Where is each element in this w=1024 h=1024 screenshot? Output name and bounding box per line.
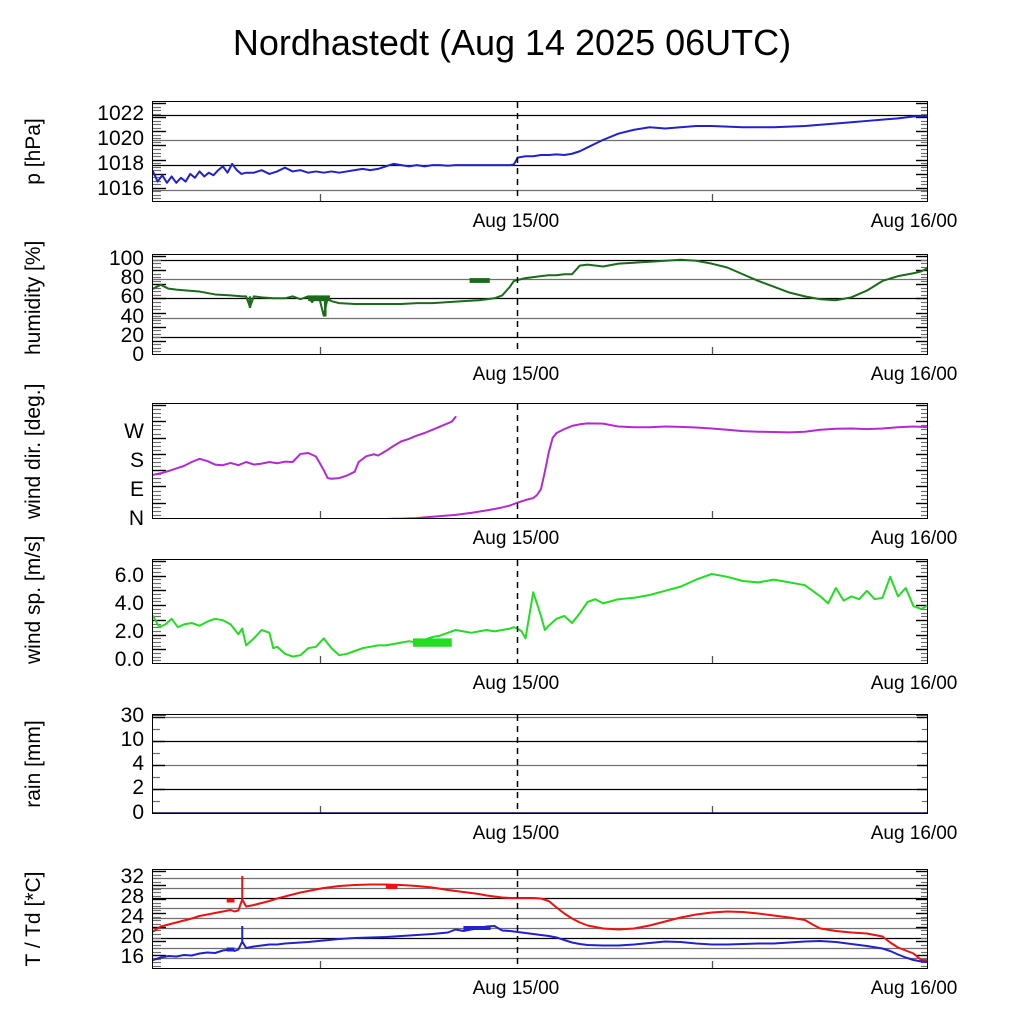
plot-area-wind_speed xyxy=(152,559,928,664)
xtick-label: Aug 15/00 xyxy=(472,528,560,549)
ytick-label: S xyxy=(129,449,144,472)
xtick-label: Aug 16/00 xyxy=(870,673,958,694)
ytick-label: 28 xyxy=(120,884,144,908)
xtick-label: Aug 15/00 xyxy=(472,823,560,844)
xtick-label: Aug 15/00 xyxy=(472,364,560,385)
ytick-label: 10 xyxy=(120,727,144,751)
xtick-label: Aug 16/00 xyxy=(870,364,958,385)
ytick-label: 0 xyxy=(132,343,144,366)
ytick-label: 40 xyxy=(120,304,144,328)
ytick-label: 16 xyxy=(120,944,144,968)
plot-area-humidity xyxy=(152,254,928,355)
xtick-label: Aug 15/00 xyxy=(472,673,560,694)
plot-area-temperature_dewpoint xyxy=(152,869,928,969)
xtick-label: Aug 16/00 xyxy=(870,211,958,232)
yaxis-label-temperature_dewpoint: T / Td [*C] xyxy=(22,871,45,967)
plot-area-pressure xyxy=(152,101,928,202)
ytick-label: 100 xyxy=(108,246,144,270)
ytick-label: 80 xyxy=(120,266,144,290)
ytick-label: 1022 xyxy=(97,101,144,125)
yaxis-label-wind_speed: wind sp. [m/s] xyxy=(22,535,45,664)
ytick-label: 2 xyxy=(132,776,144,800)
ytick-label: 4 xyxy=(132,752,144,775)
xtick-label: Aug 16/00 xyxy=(870,823,958,844)
ytick-label: 1018 xyxy=(97,152,144,176)
ytick-label: N xyxy=(128,507,144,530)
ytick-label: 0 xyxy=(132,800,144,824)
ytick-label: 60 xyxy=(120,285,144,309)
ytick-label: 6.0 xyxy=(114,563,144,587)
plot-area-wind_direction xyxy=(152,403,928,519)
ytick-label: 32 xyxy=(120,864,144,888)
ytick-label: 20 xyxy=(120,323,144,347)
ytick-label: 24 xyxy=(120,904,144,928)
xtick-label: Aug 16/00 xyxy=(870,978,958,999)
yaxis-label-rain: rain [mm] xyxy=(22,720,45,808)
ytick-label: 1016 xyxy=(97,177,144,201)
ytick-label: 4.0 xyxy=(114,591,144,615)
ytick-label: 0.0 xyxy=(114,647,144,671)
page-title: Nordhastedt (Aug 14 2025 06UTC) xyxy=(232,22,792,63)
yaxis-label-pressure: p [hPa] xyxy=(22,118,45,185)
xtick-label: Aug 16/00 xyxy=(870,528,958,549)
yaxis-label-wind_direction: wind dir. [deg.] xyxy=(22,383,45,519)
xtick-label: Aug 15/00 xyxy=(472,211,560,232)
xtick-label: Aug 15/00 xyxy=(472,978,560,999)
ytick-label: E xyxy=(129,478,144,501)
plot-area-rain xyxy=(152,714,928,814)
ytick-label: 30 xyxy=(120,703,144,727)
yaxis-label-humidity: humidity [%] xyxy=(22,240,45,355)
ytick-label: 20 xyxy=(120,924,144,948)
ytick-label: W xyxy=(124,420,144,443)
ytick-label: 1020 xyxy=(97,126,144,150)
ytick-label: 2.0 xyxy=(114,619,144,643)
